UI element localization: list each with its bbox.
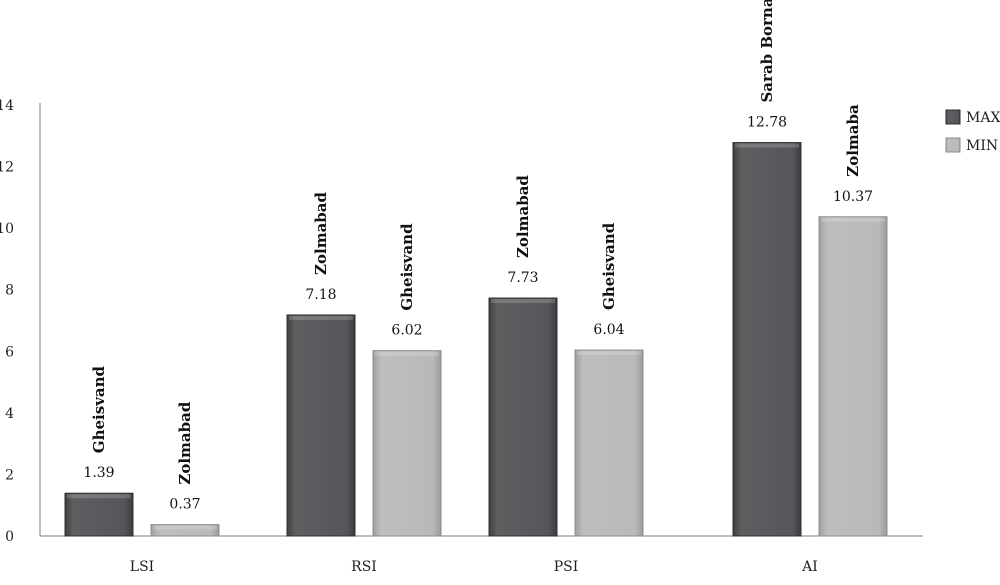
bar-max bbox=[488, 297, 558, 537]
y-tick-label: 4 bbox=[5, 406, 14, 422]
location-label: Zolmabad bbox=[312, 192, 330, 275]
x-tick-label: PSI bbox=[554, 559, 579, 575]
value-label: 6.02 bbox=[391, 323, 422, 339]
y-tick-label: 14 bbox=[0, 98, 14, 114]
x-tick-labels: LSI RSI PSI AI bbox=[130, 559, 818, 575]
data-labels: 1.39 Gheisvand 0.37 Zolmabad 7.18 Zolmabad 6.0… bbox=[83, 0, 873, 513]
y-tick-label: 12 bbox=[0, 160, 14, 176]
value-label: 0.37 bbox=[169, 497, 200, 513]
y-tick-label: 8 bbox=[5, 283, 14, 299]
location-label: Zolmabad bbox=[514, 175, 532, 258]
y-tick-label: 10 bbox=[0, 221, 14, 237]
location-label: Sarab Bornaj bbox=[758, 0, 776, 103]
bar-bevel bbox=[67, 494, 131, 499]
legend-label-max: MAX bbox=[966, 110, 1000, 126]
legend-label-min: MIN bbox=[966, 138, 998, 154]
bar-bevel bbox=[153, 525, 217, 530]
bar-max bbox=[286, 314, 356, 537]
y-tick-label: 0 bbox=[5, 529, 14, 545]
bar-bevel bbox=[577, 351, 641, 356]
legend: MAX MIN bbox=[945, 109, 1000, 154]
x-tick-label: RSI bbox=[351, 559, 377, 575]
y-tick-label: 2 bbox=[5, 467, 14, 483]
x-tick-label: AI bbox=[801, 559, 818, 575]
location-label: Gheisvand bbox=[90, 365, 108, 453]
location-label: Gheisvand bbox=[398, 223, 416, 311]
y-tick-label: 6 bbox=[5, 344, 14, 360]
legend-swatch-max bbox=[945, 109, 961, 125]
bar-bevel bbox=[289, 315, 353, 320]
bar-max bbox=[64, 492, 134, 537]
value-label: 6.04 bbox=[593, 322, 624, 338]
bar-min bbox=[574, 349, 644, 537]
value-label: 1.39 bbox=[83, 465, 114, 481]
bar-bevel bbox=[821, 217, 885, 222]
bar-bevel bbox=[735, 143, 799, 148]
value-label: 12.78 bbox=[747, 115, 787, 131]
bar-min bbox=[818, 216, 888, 537]
bar-bevel bbox=[375, 351, 439, 356]
value-label: 7.18 bbox=[305, 287, 336, 303]
legend-swatch-min bbox=[945, 137, 961, 153]
bar-min bbox=[372, 350, 442, 537]
bar-max bbox=[732, 142, 802, 537]
value-label: 7.73 bbox=[507, 270, 538, 286]
bar-bevel bbox=[491, 299, 555, 304]
location-label: Gheisvand bbox=[600, 222, 618, 310]
value-label: 10.37 bbox=[833, 189, 873, 205]
bar-min bbox=[150, 524, 220, 537]
bars bbox=[64, 142, 888, 537]
y-tick-labels: 0 2 4 6 8 10 12 14 bbox=[0, 98, 14, 545]
location-label: Zolmabad bbox=[176, 401, 194, 484]
location-label: Zolmaba bbox=[844, 104, 862, 177]
x-tick-label: LSI bbox=[130, 559, 154, 575]
